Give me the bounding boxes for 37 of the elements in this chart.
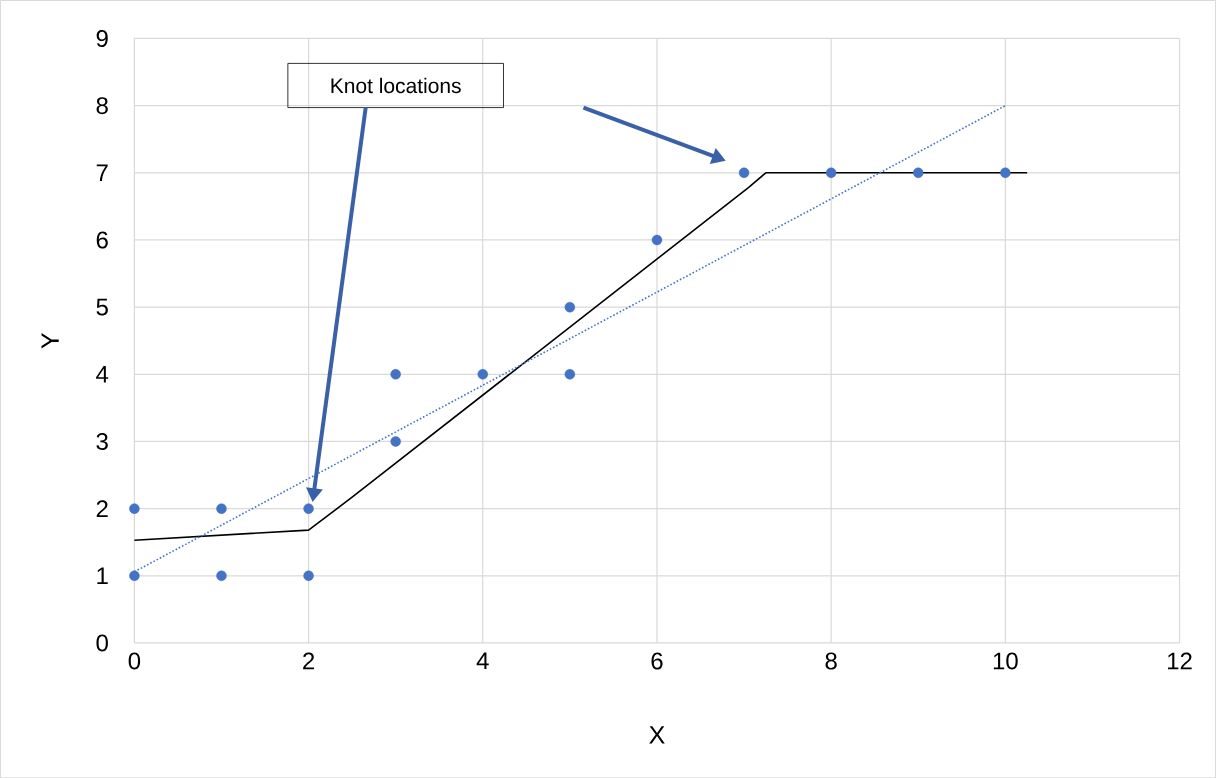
- point: [477, 368, 488, 380]
- y-tick-label: 4: [96, 365, 109, 383]
- point: [390, 368, 401, 380]
- point: [390, 436, 401, 447]
- point: [738, 167, 750, 178]
- y-tick-label: 7: [96, 164, 108, 181]
- x-tick-label: 2: [303, 652, 315, 670]
- point: [216, 503, 227, 514]
- point: [129, 503, 140, 514]
- x-tick-label: 4: [476, 652, 489, 669]
- y-tick-label: 9: [96, 29, 108, 47]
- point: [913, 167, 924, 178]
- x-tick-label: 0: [128, 652, 141, 670]
- point: [564, 301, 576, 313]
- point: [216, 570, 227, 581]
- x-tick-label: 8: [825, 652, 837, 670]
- y-tick-label: 8: [96, 96, 108, 114]
- y-tick-label: 2: [96, 500, 108, 517]
- y-tick-label: 5: [96, 298, 108, 316]
- y-tick-label: 3: [96, 432, 108, 450]
- x-tick-label: 12: [1168, 652, 1192, 670]
- y-tick-label: 0: [96, 634, 108, 652]
- point: [303, 570, 314, 581]
- x-tick-label: 10: [993, 652, 1018, 670]
- y-axis-title: Y: [41, 332, 59, 349]
- y-tick-label: 6: [96, 231, 108, 249]
- point: [651, 234, 663, 245]
- point: [129, 570, 140, 581]
- line-series: [133, 171, 1028, 541]
- x-axis-title: X: [649, 726, 665, 744]
- annotation: Knot locations: [331, 77, 461, 94]
- x-tick-label: 6: [651, 652, 663, 670]
- point: [303, 503, 314, 514]
- point: [825, 167, 837, 178]
- point: [564, 368, 576, 380]
- y-tick-label: 1: [97, 567, 108, 584]
- point: [1000, 167, 1011, 178]
